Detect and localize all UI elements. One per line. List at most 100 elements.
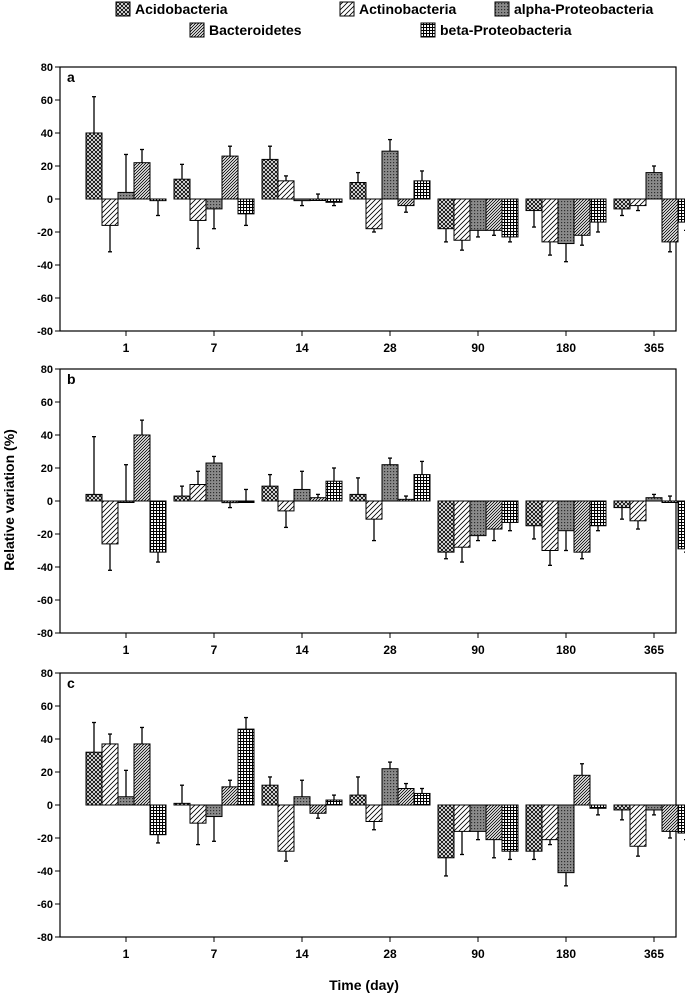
- y-axis-label: Relative variation (%): [1, 429, 17, 571]
- y-tick-label: 0: [47, 194, 53, 206]
- bar-c-28-0: [349, 794, 367, 806]
- legend-label-1: Actinobacteria: [359, 1, 456, 17]
- x-tick-label: 28: [383, 341, 397, 355]
- bar-c-14-2: [293, 796, 311, 806]
- bar-a-365-0: [613, 198, 631, 210]
- panel-label: a: [67, 69, 75, 85]
- y-tick-label: 40: [41, 128, 53, 140]
- panel-b: b -80 -60 -40 -20 0 20 40 60 80 1 7 14 28 90 180 365: [37, 364, 685, 657]
- bar-a-365-1: [629, 198, 647, 207]
- bar-a-180-1: [541, 198, 559, 243]
- bar-b-365-0: [613, 500, 631, 509]
- bar-b-28-2: [381, 464, 399, 502]
- bar-b-180-0: [525, 500, 543, 527]
- x-tick-label: 28: [383, 643, 397, 657]
- bar-c-180-0: [525, 804, 543, 852]
- bar-b-90-3: [485, 500, 503, 530]
- x-tick-label: 14: [295, 643, 309, 657]
- bar-a-14-1: [277, 180, 295, 200]
- bar-a-1-4: [149, 198, 167, 202]
- legend-label-0: Acidobacteria: [135, 1, 228, 17]
- legend-label-4: beta-Proteobacteria: [440, 22, 572, 38]
- bar-a-1-1: [101, 198, 119, 226]
- panel-label: c: [67, 675, 75, 691]
- bar-b-1-1: [101, 500, 119, 545]
- bar-c-90-2: [469, 804, 487, 832]
- x-tick-label: 7: [211, 643, 218, 657]
- bar-b-28-0: [349, 493, 367, 502]
- bar-c-28-2: [381, 768, 399, 806]
- y-tick-label: 20: [41, 463, 53, 475]
- bar-c-7-2: [205, 804, 223, 818]
- bar-c-1-1: [101, 743, 119, 806]
- bar-a-7-3: [221, 155, 239, 200]
- bar-b-28-4: [413, 474, 431, 502]
- bar-c-7-3: [221, 786, 239, 806]
- y-tick-label: -60: [37, 899, 53, 911]
- bar-b-1-4: [149, 500, 167, 553]
- bar-b-365-4: [677, 500, 685, 550]
- x-tick-label: 14: [295, 947, 309, 961]
- bar-c-28-1: [365, 804, 383, 822]
- bar-a-90-3: [485, 198, 503, 231]
- bar-b-1-0: [85, 493, 103, 502]
- bar-c-180-2: [557, 804, 575, 874]
- bar-b-90-0: [437, 500, 455, 553]
- bar-c-1-3: [133, 743, 151, 806]
- bar-b-1-3: [133, 434, 151, 502]
- bar-c-90-4: [501, 804, 519, 852]
- y-tick-label: -80: [37, 326, 53, 338]
- panel-label: b: [67, 371, 76, 387]
- y-tick-label: -20: [37, 833, 53, 845]
- x-tick-label: 90: [471, 643, 485, 657]
- y-tick-label: -80: [37, 628, 53, 640]
- bar-a-90-1: [453, 198, 471, 241]
- bar-b-365-1: [629, 500, 647, 522]
- bar-a-365-2: [645, 172, 663, 200]
- x-tick-label: 7: [211, 341, 218, 355]
- bar-a-28-3: [397, 198, 415, 207]
- bar-a-7-0: [173, 178, 191, 200]
- bar-a-14-2: [293, 198, 311, 202]
- bar-c-1-0: [85, 751, 103, 806]
- bar-b-90-1: [453, 500, 471, 548]
- y-tick-label: -60: [37, 595, 53, 607]
- legend-label-3: Bacteroidetes: [209, 22, 302, 38]
- legend-swatch-3: [189, 22, 205, 38]
- x-tick-label: 90: [471, 341, 485, 355]
- y-tick-label: 80: [41, 364, 53, 376]
- bar-b-14-4: [325, 480, 343, 502]
- bar-c-14-1: [277, 804, 295, 852]
- y-tick-label: 60: [41, 701, 53, 713]
- y-tick-label: 60: [41, 397, 53, 409]
- legend-label-2: alpha-Proteobacteria: [514, 1, 653, 17]
- bar-b-180-1: [541, 500, 559, 551]
- bar-b-28-3: [397, 498, 415, 502]
- bar-c-365-1: [629, 804, 647, 847]
- bar-c-14-3: [309, 804, 327, 814]
- y-tick-label: 60: [41, 95, 53, 107]
- bar-a-7-4: [237, 198, 255, 215]
- bar-b-180-2: [557, 500, 575, 532]
- bar-a-28-0: [349, 182, 367, 200]
- bar-c-28-4: [413, 792, 431, 806]
- x-tick-label: 90: [471, 947, 485, 961]
- x-axis-label: Time (day): [329, 977, 399, 993]
- bar-a-14-4: [325, 198, 343, 203]
- x-tick-label: 365: [644, 341, 664, 355]
- bar-b-14-3: [309, 497, 327, 502]
- bar-b-7-1: [189, 484, 207, 502]
- y-tick-label: 80: [41, 62, 53, 74]
- bar-a-28-2: [381, 150, 399, 200]
- bar-b-14-0: [261, 485, 279, 502]
- bar-c-7-0: [173, 802, 191, 806]
- bar-b-7-2: [205, 462, 223, 502]
- bar-c-180-1: [541, 804, 559, 841]
- bar-a-180-4: [589, 198, 607, 223]
- bar-c-365-3: [661, 804, 679, 832]
- bar-c-365-2: [645, 804, 663, 811]
- panel-c: c -80 -60 -40 -20 0 20 40 60 80 1 7 14 28 90 180 365: [37, 668, 685, 961]
- y-tick-label: -20: [37, 529, 53, 541]
